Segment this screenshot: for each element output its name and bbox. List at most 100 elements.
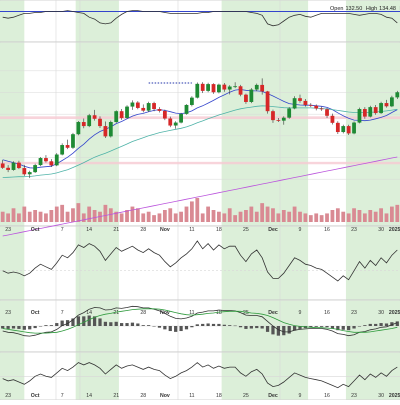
candle-up [190,98,194,105]
candle-down [385,103,389,106]
macd-histogram-bar [88,316,91,327]
macd-histogram-bar [315,326,318,327]
price-pane-date-label: 9 [299,227,302,233]
macd-histogram-bar [98,318,101,326]
candle-down [152,103,156,109]
volume-bar [379,208,383,222]
price-pane-date-label: Nov [160,227,170,233]
price-pane-date-label: 30 [378,227,384,233]
macd-histogram-bar [28,326,31,329]
candle-down [309,105,313,106]
macd-date-label: 28 [140,393,146,399]
price-pane-date-label: 23 [5,227,11,233]
candle-up [341,126,345,132]
price-pane-date-label: Dec [268,227,278,233]
volume-bar [363,213,367,222]
candle-down [44,158,48,161]
oscillator-1-date-label: 9 [299,310,302,316]
volume-bar [347,213,351,222]
macd-histogram-bar [352,326,355,329]
shaded-region [0,1,24,42]
volume-bar [217,212,221,222]
candle-up [395,92,399,97]
price-pane-date-label: 16 [324,227,330,233]
macd-histogram-bar [50,325,53,326]
volume-bar [104,205,108,222]
volume-bar [152,215,156,222]
macd-date-label: 11 [189,393,194,399]
candle-up [368,107,372,116]
volume-bar [163,210,167,222]
volume-bar [1,212,5,222]
price-pane-date-label: 23 [351,227,357,233]
candle-up [282,118,286,121]
macd-histogram-bar [23,326,26,330]
volume-bar [147,212,151,222]
volume-bar [368,210,372,222]
macd-histogram-bar [261,326,264,329]
candle-up [109,122,113,136]
macd-histogram-bar [158,326,161,328]
volume-bar [141,213,145,222]
candle-down [66,145,70,148]
volume-bar [136,208,140,222]
macd-histogram-bar [12,326,15,329]
macd-histogram-bar [131,323,134,326]
macd-histogram-bar [125,323,128,326]
candle-up [131,103,135,107]
volume-bar [390,207,394,222]
candle-down [136,103,140,108]
volume-bar [190,201,194,222]
candle-down [6,168,10,170]
volume-bar [158,213,162,222]
volume-bar [244,210,248,222]
candle-up [147,103,151,111]
candle-down [82,122,86,126]
price-pane-date-label: 11 [189,227,194,233]
volume-bar [60,205,64,222]
volume-bar [249,207,253,222]
volume-bar [314,213,318,222]
candle-up [28,172,32,174]
volume-bar [33,210,37,222]
candle-down [298,98,302,101]
macd-histogram-bar [201,324,204,326]
macd-date-label: Oct [31,393,40,399]
volume-bar [168,208,172,222]
volume-bar [331,210,335,222]
candle-down [104,126,108,136]
macd-histogram-bar [196,324,199,326]
macd-date-label: 25 [243,393,249,399]
macd-histogram-bar [379,323,382,326]
volume-bar [233,215,237,222]
volume-bar [66,212,70,222]
candle-up [217,85,221,93]
volume-bar [255,212,259,222]
support-resistance-band [0,116,400,119]
candle-down [201,84,205,91]
volume-bar [22,207,26,222]
volume-bar [87,207,91,222]
candle-up [12,163,16,170]
high-label: High [366,6,377,12]
candle-down [93,115,97,119]
macd-date-label: 30 [378,393,384,399]
volume-bar [109,208,113,222]
volume-bar [325,213,329,222]
macd-histogram-bar [152,326,155,327]
candle-up [379,103,383,113]
candle-down [325,109,329,116]
oscillator-1-date-label: Oct [31,310,40,316]
oscillator-1-date-label: 2025 [389,310,400,316]
volume-bar [131,207,135,222]
macd-date-label: Dec [268,393,278,399]
macd-date-label: Nov [160,393,170,399]
macd-histogram-bar [6,326,9,329]
macd-histogram-bar [342,326,345,330]
macd-histogram-bar [120,323,123,326]
volume-bar [304,213,308,222]
macd-date-label: 14 [86,393,92,399]
macd-histogram-bar [369,324,372,326]
